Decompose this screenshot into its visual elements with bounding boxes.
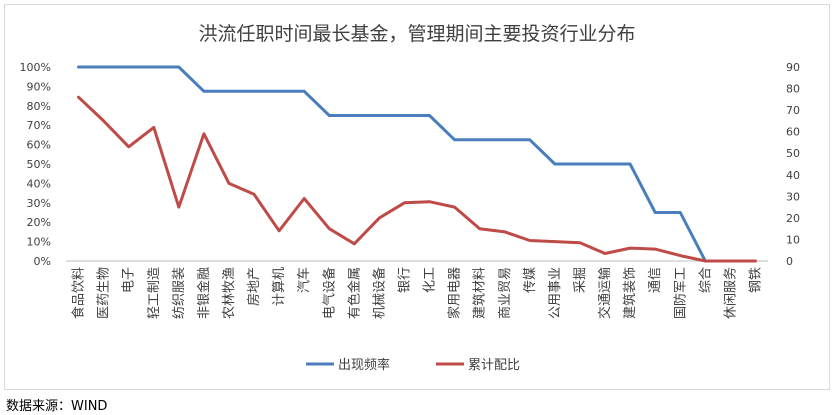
- legend-label: 累计配比: [468, 358, 520, 373]
- x-tick-label: 建筑材料: [472, 267, 488, 319]
- x-tick-label: 通信: [648, 267, 663, 293]
- y-left-tick-label: 90%: [27, 80, 51, 93]
- y-left-tick-label: 50%: [27, 158, 51, 171]
- chart-title: 洪流任职时间最长基金，管理期间主要投资行业分布: [198, 23, 635, 45]
- y-left-tick-label: 60%: [27, 139, 51, 152]
- y-right-tick-label: 30: [786, 190, 800, 203]
- y-left-tick-label: 10%: [27, 236, 51, 249]
- x-tick-label: 农林牧渔: [222, 267, 237, 319]
- y-right-tick-label: 50: [786, 147, 800, 160]
- data-source-note: 数据来源：WIND: [6, 399, 108, 414]
- y-left-tick-label: 0%: [34, 255, 51, 268]
- y-right-tick-label: 20: [786, 212, 800, 225]
- x-tick-label: 非银金融: [196, 267, 212, 319]
- x-tick-label: 汽车: [296, 267, 312, 293]
- x-tick-label: 计算机: [272, 267, 287, 306]
- x-tick-label: 化工: [423, 267, 438, 293]
- y-right-tick-label: 0: [786, 255, 793, 268]
- series-line: [77, 65, 707, 263]
- x-tick-label: 医药生物: [97, 267, 112, 319]
- x-tick-label: 公用事业: [548, 267, 563, 319]
- line-chart: 洪流任职时间最长基金，管理期间主要投资行业分布 0% 10% 20% 30% 40% 50%…: [20, 23, 800, 373]
- x-tick-label: 房地产: [246, 267, 262, 306]
- x-tick-label: 电子: [122, 267, 137, 293]
- y-right-tick-label: 40: [786, 169, 800, 182]
- x-tick-label: 国防军工: [672, 267, 688, 319]
- chart-frame: [4, 4, 830, 390]
- y-left-tick-label: 100%: [20, 61, 51, 74]
- y-left-tick-label: 20%: [27, 216, 51, 229]
- y-left-tick-label: 30%: [27, 197, 51, 210]
- x-tick-label: 综合: [698, 267, 713, 293]
- y-left-tick-label: 70%: [27, 119, 51, 132]
- x-tick-label: 商业贸易: [498, 267, 513, 319]
- x-tick-label: 家用电器: [447, 267, 463, 319]
- x-tick-label: 传媒: [523, 267, 538, 293]
- x-tick-label: 轻工制造: [147, 267, 162, 319]
- x-tick-label: 有色金属: [346, 267, 362, 319]
- y-right-tick-label: 60: [786, 126, 800, 139]
- x-tick-label: 电气设备: [321, 267, 337, 319]
- y-left-tick-label: 40%: [27, 177, 51, 190]
- x-tick-label: 银行: [397, 267, 412, 293]
- x-tick-label: 机械设备: [371, 267, 387, 319]
- y-right-tick-label: 70: [786, 104, 800, 117]
- y-right-tick-label: 80: [786, 83, 800, 96]
- y-right-tick-label: 90: [786, 61, 800, 74]
- x-tick-label: 食品饮料: [71, 267, 87, 319]
- y-left-tick-label: 80%: [27, 100, 51, 113]
- y-right-tick-label: 10: [786, 233, 800, 246]
- x-tick-label: 纺织服装: [172, 267, 187, 319]
- legend-label: 出现频率: [338, 357, 390, 373]
- x-tick-label: 建筑装饰: [622, 267, 638, 319]
- x-tick-label: 休闲服务: [722, 267, 738, 319]
- series-line: [77, 95, 757, 263]
- x-tick-label: 钢铁: [748, 267, 763, 293]
- x-tick-label: 采掘: [573, 267, 588, 293]
- x-tick-label: 交通运输: [597, 267, 613, 319]
